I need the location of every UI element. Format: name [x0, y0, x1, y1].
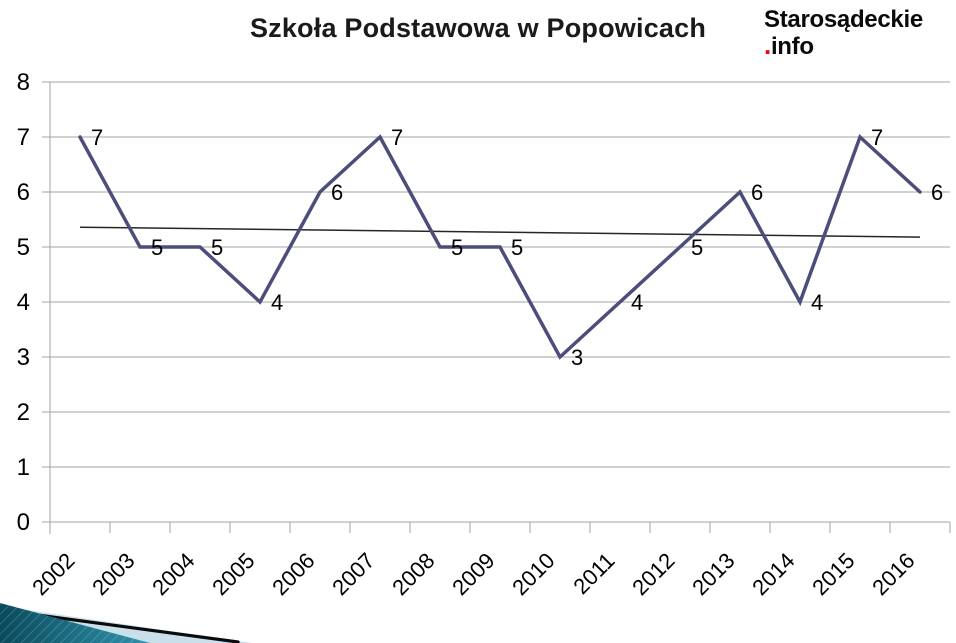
y-axis-tick-label: 7 [17, 124, 30, 151]
x-axis-tick-label: 2004 [147, 548, 199, 600]
data-point-label: 7 [871, 125, 883, 150]
x-axis-tick-label: 2013 [687, 548, 739, 600]
data-point-label: 5 [151, 235, 163, 260]
data-point-label: 4 [271, 290, 283, 315]
x-axis-tick-label: 2014 [747, 548, 799, 600]
x-axis-tick-label: 2010 [507, 548, 559, 600]
x-axis-tick-label: 2011 [568, 548, 619, 599]
logo-text-line1: Starosądeckie [764, 6, 923, 33]
data-point-label: 7 [91, 125, 103, 150]
logo-red-dot: . [764, 29, 771, 60]
corner-decoration-edge-line [28, 612, 240, 643]
x-axis-tick-label: 2005 [207, 548, 259, 600]
data-point-label: 5 [511, 235, 523, 260]
data-point-label: 6 [931, 180, 943, 205]
y-axis-tick-label: 1 [17, 454, 30, 481]
data-point-label: 5 [691, 235, 703, 260]
x-axis-tick-label: 2015 [807, 548, 859, 600]
data-point-label: 5 [211, 235, 223, 260]
y-axis-tick-label: 8 [17, 69, 30, 96]
logo-text-line2: .info [764, 29, 923, 60]
x-axis-tick-label: 2009 [447, 548, 499, 600]
corner-decoration-teal-stripes [0, 603, 150, 643]
y-axis-tick-label: 0 [17, 509, 30, 536]
y-axis-tick-label: 5 [17, 234, 30, 261]
y-axis-tick-label: 2 [17, 399, 30, 426]
y-axis-tick-label: 6 [17, 179, 30, 206]
x-axis-tick-label: 2002 [27, 548, 79, 600]
data-point-label: 4 [631, 290, 643, 315]
data-point-label: 7 [391, 125, 403, 150]
logo-info-text: info [770, 32, 814, 60]
data-point-label: 3 [571, 345, 583, 370]
x-axis-tick-label: 2006 [267, 548, 319, 600]
x-axis-tick-label: 2003 [87, 548, 139, 600]
data-series-line [78, 133, 922, 360]
y-axis-tick-label: 3 [17, 344, 30, 371]
trendline [79, 226, 921, 238]
x-axis-tick-label: 2012 [627, 548, 679, 600]
data-point-label: 6 [751, 180, 763, 205]
data-point-label: 5 [451, 235, 463, 260]
site-logo: Starosądeckie .info [764, 6, 923, 60]
y-axis-tick-label: 4 [17, 289, 30, 316]
chart-title: Szkoła Podstawowa w Popowicach [249, 13, 707, 43]
data-point-label: 4 [811, 290, 823, 315]
x-axis-tick-label: 2007 [327, 548, 379, 600]
x-axis-tick-label: 2016 [867, 548, 919, 600]
data-point-label: 6 [331, 180, 343, 205]
x-axis-tick-label: 2008 [387, 548, 439, 600]
